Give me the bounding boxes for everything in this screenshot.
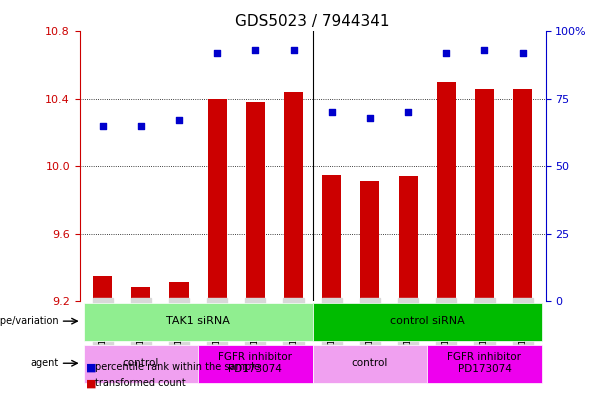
Text: FGFR inhibitor
PD173074: FGFR inhibitor PD173074 [447,353,522,374]
Point [479,47,489,53]
Point [212,50,222,56]
Bar [284,92,303,301]
FancyBboxPatch shape [427,345,542,383]
Bar [398,176,417,301]
Text: control siRNA: control siRNA [390,316,465,326]
FancyBboxPatch shape [83,303,313,341]
Point [174,117,184,123]
Point [403,109,413,116]
Text: TAK1 siRNA: TAK1 siRNA [166,316,230,326]
Title: GDS5023 / 7944341: GDS5023 / 7944341 [235,14,390,29]
Text: FGFR inhibitor
PD173074: FGFR inhibitor PD173074 [218,353,292,374]
FancyBboxPatch shape [313,345,427,383]
Point [289,47,299,53]
Point [365,114,375,121]
Point [441,50,451,56]
Bar [360,181,379,301]
Bar [131,287,150,301]
Text: ■: ■ [86,378,96,388]
Point [327,109,337,116]
Text: percentile rank within the sample: percentile rank within the sample [95,362,260,373]
Text: control: control [352,358,388,368]
Point [251,47,261,53]
Bar [436,82,456,301]
Text: agent: agent [31,358,59,368]
FancyBboxPatch shape [313,303,542,341]
Bar [93,275,112,301]
Bar [322,174,341,301]
Bar [208,99,227,301]
FancyBboxPatch shape [83,345,198,383]
FancyBboxPatch shape [198,345,313,383]
Point [97,123,107,129]
Bar [475,89,494,301]
Text: genotype/variation: genotype/variation [0,316,59,326]
Point [136,123,146,129]
Text: control: control [123,358,159,368]
Bar [246,102,265,301]
Bar [513,89,532,301]
Text: ■: ■ [86,362,96,373]
Text: transformed count: transformed count [95,378,186,388]
Point [518,50,528,56]
Bar [169,283,189,301]
